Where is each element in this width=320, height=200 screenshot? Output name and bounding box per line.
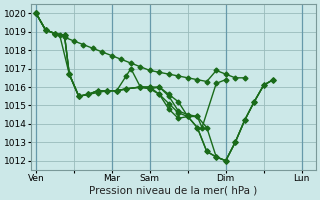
X-axis label: Pression niveau de la mer( hPa ): Pression niveau de la mer( hPa ) (90, 186, 258, 196)
